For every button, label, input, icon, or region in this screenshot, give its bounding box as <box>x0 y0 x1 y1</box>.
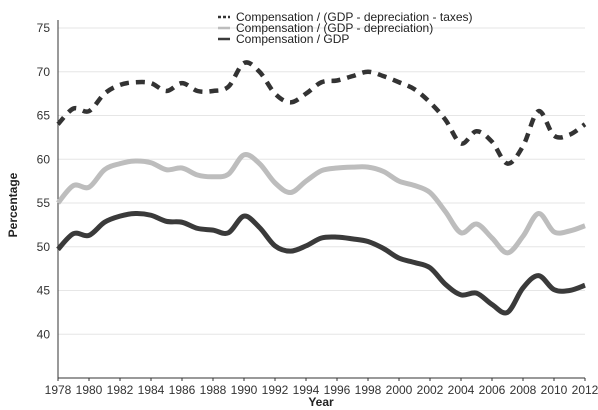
y-tick-label: 70 <box>37 65 51 79</box>
legend: Compensation / (GDP - depreciation - tax… <box>218 10 473 46</box>
x-tick-label: 1986 <box>169 383 196 397</box>
x-tick-label: 1998 <box>355 383 382 397</box>
x-tick-label: 2006 <box>479 383 506 397</box>
x-tick-label: 1994 <box>293 383 320 397</box>
legend-label-3: Compensation / GDP <box>236 32 349 46</box>
y-tick-label: 75 <box>37 21 51 35</box>
series-line-2 <box>56 152 586 256</box>
legend-label-2: Compensation / (GDP - depreciation) <box>236 21 433 35</box>
y-tick-label: 55 <box>37 196 51 210</box>
y-axis-label: Percentage <box>6 172 20 237</box>
x-tick-label: 1980 <box>76 383 103 397</box>
x-tick-label: 1982 <box>107 383 134 397</box>
x-tick-label: 2008 <box>510 383 537 397</box>
series-line-3 <box>56 210 586 316</box>
x-tick-label: 1988 <box>200 383 227 397</box>
x-tick-label: 2000 <box>386 383 413 397</box>
y-tick-label: 40 <box>37 327 51 341</box>
y-tick-label: 50 <box>37 240 51 254</box>
x-tick-label: 2004 <box>448 383 475 397</box>
x-tick-label: 2010 <box>541 383 568 397</box>
x-tick-label: 1992 <box>262 383 289 397</box>
grid-lines <box>58 27 585 335</box>
series-lines <box>56 60 587 316</box>
y-tick-label: 60 <box>37 152 51 166</box>
legend-label-1: Compensation / (GDP - depreciation - tax… <box>236 10 473 24</box>
series-line-1 <box>56 60 587 166</box>
x-axis-label: Year <box>308 395 334 409</box>
x-tick-label: 1984 <box>138 383 165 397</box>
y-tick-label: 45 <box>37 284 51 298</box>
x-tick-label: 1978 <box>45 383 72 397</box>
y-tick-label: 65 <box>37 109 51 123</box>
x-tick-label: 1996 <box>324 383 351 397</box>
x-tick-label: 1990 <box>231 383 258 397</box>
x-tick-label: 2012 <box>572 383 598 397</box>
x-tick-label: 2002 <box>417 383 444 397</box>
axes: 40 45 50 55 60 65 70 75 1978 1980 1982 1984 1986 1988… <box>37 20 598 397</box>
